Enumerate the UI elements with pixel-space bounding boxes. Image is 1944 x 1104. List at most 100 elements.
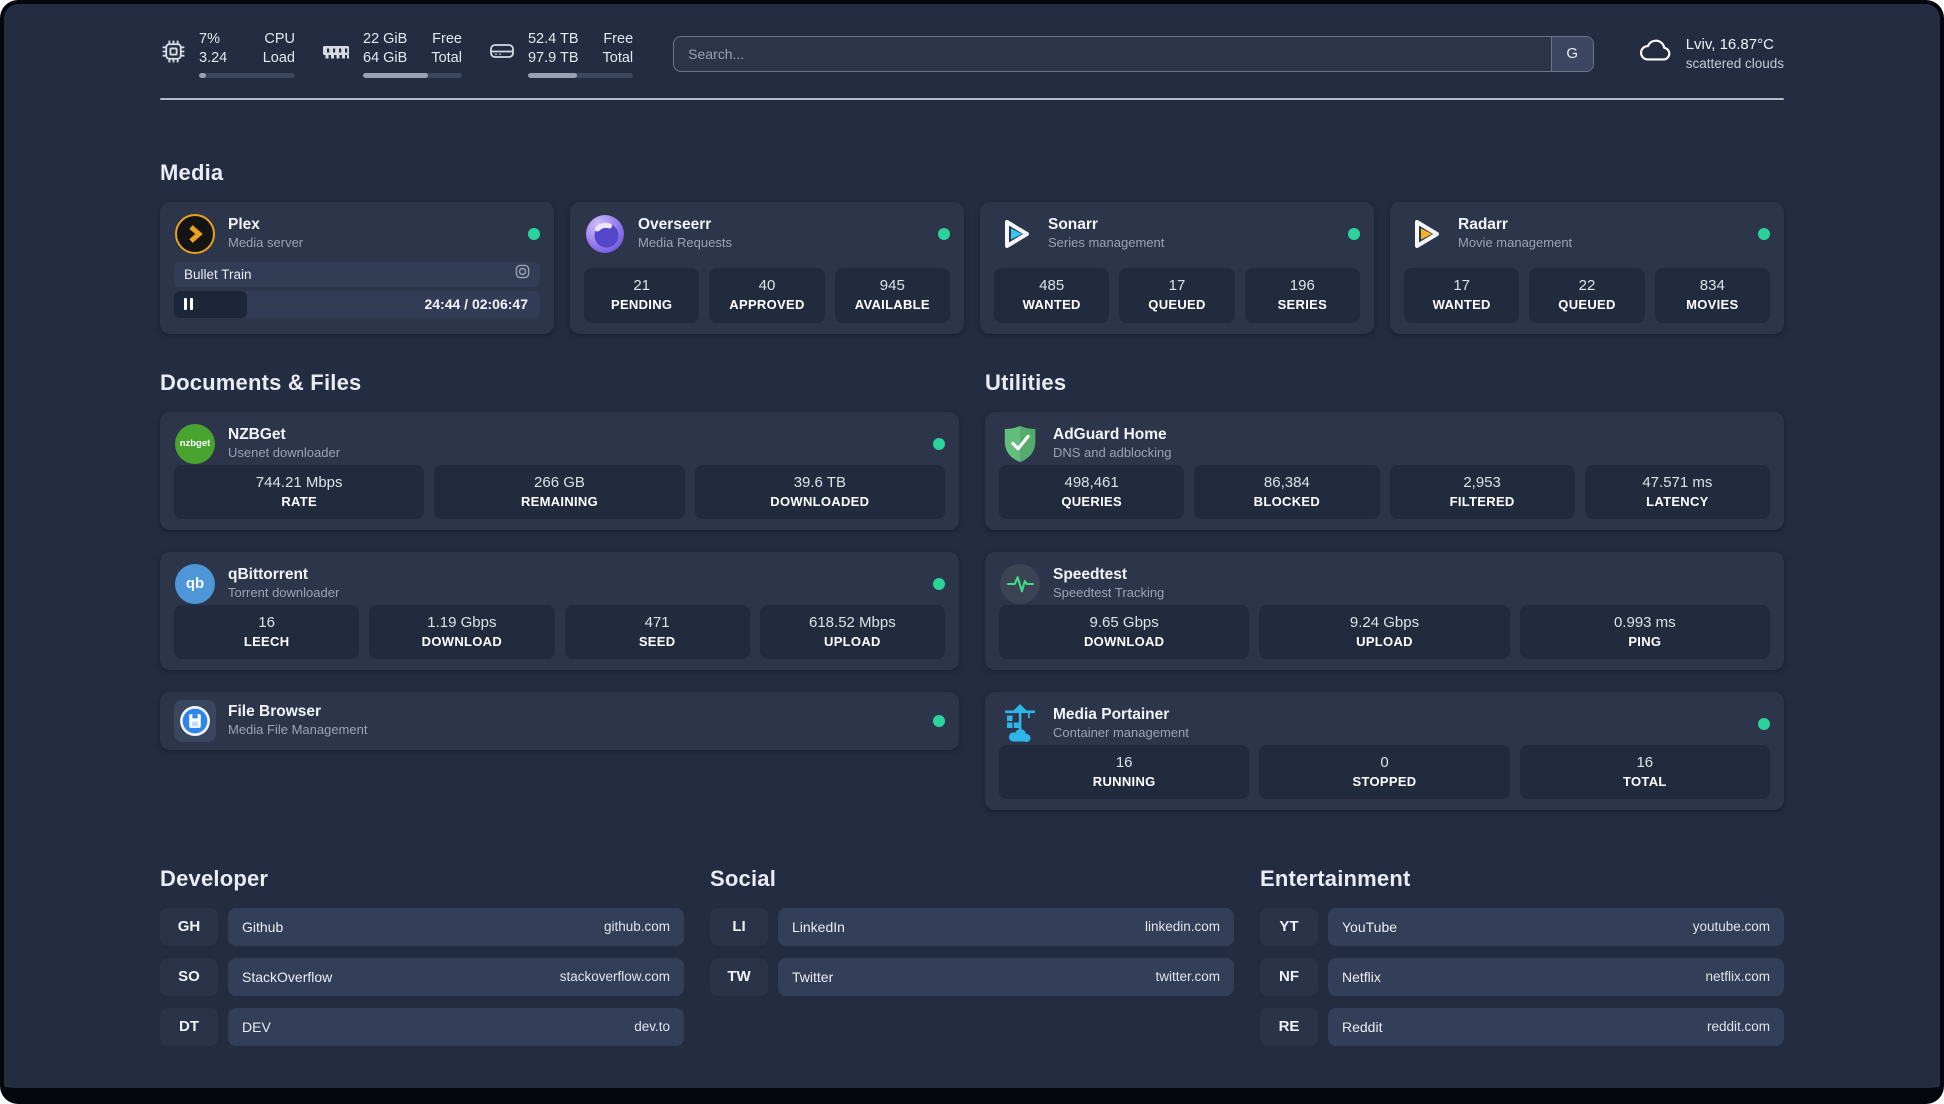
stat-queued: 17 QUEUED	[1119, 267, 1235, 323]
linkedin-link[interactable]: LinkedIn linkedin.com	[778, 907, 1234, 946]
youtube-link[interactable]: YouTube youtube.com	[1328, 907, 1784, 946]
search-provider-button[interactable]: G	[1550, 36, 1593, 71]
cpu-stat: 7% 3.24 CPU Load	[160, 30, 295, 78]
plex-title: Plex	[228, 216, 260, 234]
bookmark-row-twitter: TW Twitter twitter.com	[710, 957, 1234, 996]
cpu-label: CPU	[264, 31, 295, 47]
bookmark-row-netflix: NF Netflix netflix.com	[1260, 957, 1784, 996]
disk-stat: 52.4 TB 97.9 TB Free Total	[488, 30, 634, 78]
github-abbr[interactable]: GH	[160, 907, 218, 946]
nzbget-title: NZBGet	[228, 426, 286, 444]
netflix-link[interactable]: Netflix netflix.com	[1328, 957, 1784, 996]
sonarr-card[interactable]: Sonarr Series management 485 WANTED 17 QUE…	[980, 201, 1374, 334]
stat-rate: 744.21 Mbps RATE	[174, 464, 425, 520]
section-documents: Documents & Files nzbget NZBGet Usenet d…	[160, 370, 959, 810]
github-link[interactable]: Github github.com	[228, 907, 684, 946]
entertainment-section-title: Entertainment	[1260, 865, 1411, 891]
twitter-link[interactable]: Twitter twitter.com	[778, 957, 1234, 996]
stat-latency: 47.571 ms LATENCY	[1584, 464, 1770, 520]
search-input[interactable]	[674, 36, 1551, 71]
filebrowser-title: File Browser	[228, 703, 322, 721]
stat-downloaded: 39.6 TB DOWNLOADED	[694, 464, 945, 520]
stat-leech: 16 LEECH	[174, 604, 360, 660]
bookmark-row-linkedin: LI LinkedIn linkedin.com	[710, 907, 1234, 946]
portainer-title: Media Portainer	[1053, 706, 1170, 724]
stat-wanted: 17 WANTED	[1404, 267, 1520, 323]
speedtest-card[interactable]: Speedtest Speedtest Tracking 9.65 Gbps DO…	[985, 551, 1784, 670]
adguard-subtitle: DNS and adblocking	[1053, 445, 1172, 461]
speedtest-title: Speedtest	[1053, 566, 1128, 584]
stat-queries: 498,461 QUERIES	[999, 464, 1185, 520]
radarr-card[interactable]: Radarr Movie management 17 WANTED 22 QUEUE…	[1390, 201, 1784, 334]
playback-progress-fill	[174, 290, 248, 318]
reddit-link[interactable]: Reddit reddit.com	[1328, 1007, 1784, 1046]
stat-remaining: 266 GB REMAINING	[434, 464, 685, 520]
filebrowser-card[interactable]: File Browser Media File Management	[160, 691, 959, 750]
bookmark-row-reddit: RE Reddit reddit.com	[1260, 1007, 1784, 1046]
dev-link[interactable]: DEV dev.to	[228, 1007, 684, 1046]
memory-total-value: 64 GiB	[363, 49, 408, 66]
bookmark-row-stackoverflow: SO StackOverflow stackoverflow.com	[160, 957, 684, 996]
qbittorrent-title: qBittorrent	[228, 566, 309, 584]
linkedin-abbr[interactable]: LI	[710, 907, 768, 946]
filebrowser-status-dot	[933, 714, 945, 727]
stat-blocked: 86,384 BLOCKED	[1194, 464, 1380, 520]
plex-now-playing: Bullet Train 24:44 / 02:06:47	[174, 261, 540, 318]
section-media: Media Plex Media server Bullet Train	[160, 160, 1784, 334]
memory-free-value: 22 GiB	[363, 31, 408, 47]
utilities-section-title: Utilities	[985, 369, 1067, 395]
hdd-icon	[488, 38, 516, 69]
portainer-card[interactable]: Media Portainer Container management 16 R…	[985, 691, 1784, 810]
stat-wanted: 485 WANTED	[994, 267, 1110, 323]
disk-progress-bar	[527, 72, 634, 78]
twitter-abbr[interactable]: TW	[710, 957, 768, 996]
reddit-abbr[interactable]: RE	[1260, 1007, 1318, 1046]
documents-section-title: Documents & Files	[160, 369, 362, 395]
portainer-icon	[999, 703, 1041, 745]
overseerr-status-dot	[938, 227, 950, 240]
radarr-subtitle: Movie management	[1458, 235, 1573, 251]
netflix-abbr[interactable]: NF	[1260, 957, 1318, 996]
plex-card[interactable]: Plex Media server Bullet Train	[160, 201, 554, 334]
stat-approved: 40 APPROVED	[709, 267, 825, 323]
qbittorrent-subtitle: Torrent downloader	[228, 585, 340, 601]
portainer-status-dot	[1758, 717, 1770, 730]
youtube-abbr[interactable]: YT	[1260, 907, 1318, 946]
nzbget-subtitle: Usenet downloader	[228, 445, 341, 461]
section-developer: Developer GH Github github.com SO StackO…	[160, 866, 684, 1058]
qbittorrent-icon: qb	[175, 563, 215, 604]
sonarr-subtitle: Series management	[1048, 235, 1165, 251]
ram-icon	[321, 38, 351, 69]
pause-icon[interactable]	[184, 298, 187, 311]
filebrowser-icon	[174, 699, 216, 742]
weather-condition: scattered clouds	[1685, 55, 1784, 71]
qbittorrent-card[interactable]: qb qBittorrent Torrent downloader 16 LEEC…	[160, 551, 959, 670]
stat-download: 1.19 Gbps DOWNLOAD	[369, 604, 555, 660]
section-social: Social LI LinkedIn linkedin.com TW Twitt…	[710, 866, 1234, 1058]
dev-abbr[interactable]: DT	[160, 1007, 218, 1046]
bookmark-row-youtube: YT YouTube youtube.com	[1260, 907, 1784, 946]
cpu-icon	[160, 38, 187, 70]
weather-widget: Lviv, 16.87°C scattered clouds	[1638, 35, 1784, 73]
filebrowser-subtitle: Media File Management	[228, 722, 368, 738]
stat-series: 196 SERIES	[1244, 267, 1360, 323]
adguard-card[interactable]: AdGuard Home DNS and adblocking 498,461 Q…	[985, 411, 1784, 530]
nzbget-icon: nzbget	[175, 423, 215, 464]
overseerr-subtitle: Media Requests	[638, 235, 732, 251]
radarr-status-dot	[1758, 227, 1770, 240]
nzbget-card[interactable]: nzbget NZBGet Usenet downloader 744.21 M…	[160, 411, 959, 530]
playback-time: 24:44 / 02:06:47	[424, 296, 528, 313]
overseerr-title: Overseerr	[638, 216, 712, 234]
cpu-progress-bar	[199, 72, 295, 78]
memory-progress-bar	[363, 72, 462, 78]
section-entertainment: Entertainment YT YouTube youtube.com NF …	[1260, 866, 1784, 1058]
overseerr-card[interactable]: Overseerr Media Requests 21 PENDING 40 APP…	[570, 201, 964, 334]
stat-upload: 618.52 Mbps UPLOAD	[759, 604, 945, 660]
bookmark-row-github: GH Github github.com	[160, 907, 684, 946]
stackoverflow-link[interactable]: StackOverflow stackoverflow.com	[228, 957, 684, 996]
bookmark-row-dev: DT DEV dev.to	[160, 1007, 684, 1046]
stat-stopped: 0 STOPPED	[1259, 744, 1510, 800]
plex-icon	[175, 213, 215, 254]
stackoverflow-abbr[interactable]: SO	[160, 957, 218, 996]
